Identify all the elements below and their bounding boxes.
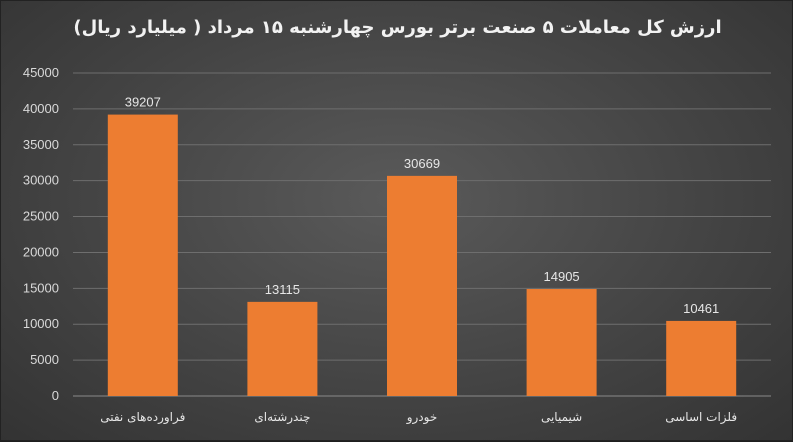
x-tick-label: فلزات اساسی (665, 410, 737, 425)
data-label: 39207 (125, 95, 161, 110)
y-tick-label: 45000 (23, 65, 59, 80)
x-tick-label: چندرشته‌ای (254, 410, 310, 425)
data-label: 30669 (404, 156, 440, 171)
bar (526, 289, 597, 396)
chart-title: ارزش کل معاملات ۵ صنعت برتر بورس چهارشنب… (73, 17, 722, 38)
y-tick-label: 40000 (23, 101, 59, 116)
data-label: 13115 (265, 282, 300, 297)
y-tick-label: 15000 (23, 280, 59, 295)
y-tick-label: 5000 (30, 352, 59, 367)
bar (387, 175, 457, 396)
bar (666, 320, 737, 396)
data-label: 10461 (683, 301, 719, 316)
y-tick-label: 25000 (23, 209, 59, 224)
y-tick-label: 10000 (23, 316, 59, 331)
data-label: 14905 (544, 269, 580, 284)
bar (107, 114, 178, 396)
y-tick-label: 30000 (23, 173, 59, 188)
bar (247, 301, 318, 396)
x-tick-label: فراورده‌های نفتی (100, 410, 185, 425)
x-tick-label: شیمیایی (541, 410, 582, 424)
y-tick-label: 20000 (23, 244, 59, 259)
y-tick-label: 35000 (23, 137, 59, 152)
x-tick-label: خودرو (406, 410, 438, 425)
y-tick-label: 0 (52, 388, 59, 403)
